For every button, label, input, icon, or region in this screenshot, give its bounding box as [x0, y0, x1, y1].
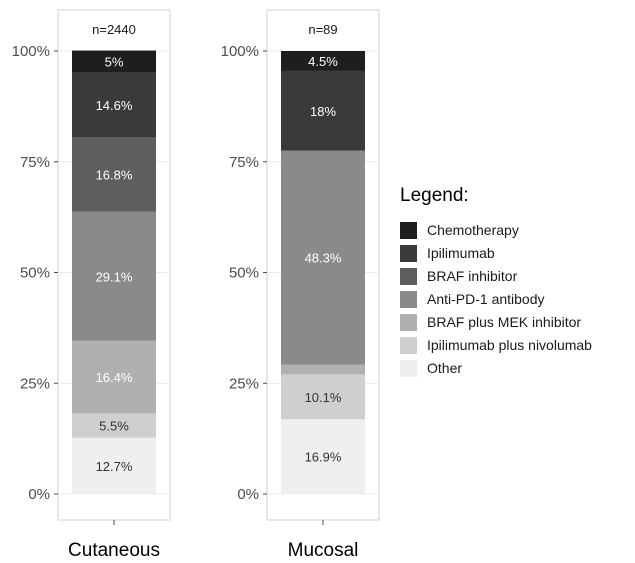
y-tick-label: 75%	[20, 154, 50, 171]
panel-n-label: n=89	[308, 22, 337, 37]
bar-segment-ipilimumab-plus-nivolumab	[72, 413, 156, 438]
y-tick-label: 50%	[229, 265, 259, 282]
data-label: 48.3%	[305, 251, 342, 266]
legend-label: Ipilimumab plus nivolumab	[427, 337, 592, 353]
data-label: 29.1%	[96, 269, 133, 284]
y-tick-label: 100%	[221, 43, 259, 60]
legend-swatch	[400, 222, 417, 239]
legend-swatch	[400, 268, 417, 285]
bar-segment-chemotherapy	[281, 51, 365, 71]
y-tick-label: 0%	[237, 486, 259, 503]
data-label: 16.8%	[96, 168, 133, 183]
data-label: 16.9%	[305, 450, 342, 465]
bar-segment-braf-plus-mek-inhibitor	[72, 340, 156, 414]
bar-segment-ipilimumab	[72, 72, 156, 138]
legend-label: Anti-PD-1 antibody	[427, 291, 545, 307]
data-label: 5%	[105, 55, 124, 70]
data-label: 12.7%	[96, 459, 133, 474]
bar-segment-other	[72, 437, 156, 494]
bar-segment-chemotherapy	[72, 50, 156, 73]
legend-label: BRAF plus MEK inhibitor	[427, 314, 581, 330]
panel-mucosal: n=89 16.9% 10.1% 48.3% 18% 4.5% Mucosal	[266, 9, 380, 561]
legend-label: BRAF inhibitor	[427, 268, 518, 284]
bar-segment-other	[281, 419, 365, 494]
bar-segment-braf-inhibitor	[72, 137, 156, 212]
legend-label: Other	[427, 360, 462, 376]
legend-item-ipilimumab-plus-nivolumab: Ipilimumab plus nivolumab	[400, 337, 592, 354]
bar-segment-ipilimumab-plus-nivolumab	[281, 374, 365, 420]
y-tick-label: 25%	[229, 375, 259, 392]
panel-cutaneous: n=2440 12.7% 5.5% 16.4% 29.1% 16.8% 14.6% 5% Cut…	[57, 9, 171, 561]
legend-title: Legend:	[400, 185, 469, 206]
data-label: 5.5%	[99, 419, 129, 434]
legend-item-braf-plus-mek-inhibitor: BRAF plus MEK inhibitor	[400, 314, 581, 331]
legend-swatch	[400, 291, 417, 308]
legend-swatch	[400, 245, 417, 262]
legend-item-ipilimumab: Ipilimumab	[400, 245, 495, 262]
y-tick-label: 25%	[20, 375, 50, 392]
legend-item-other: Other	[400, 360, 462, 377]
panel-n-label: n=2440	[92, 22, 136, 37]
legend: Legend: Chemotherapy Ipilimumab BRAF inhib…	[400, 185, 592, 377]
x-tick-label: Cutaneous	[68, 540, 160, 561]
x-tick-label: Mucosal	[288, 540, 359, 561]
legend-swatch	[400, 360, 417, 377]
legend-label: Chemotherapy	[427, 222, 519, 238]
legend-swatch	[400, 314, 417, 331]
legend-label: Ipilimumab	[427, 245, 495, 261]
data-label: 10.1%	[305, 390, 342, 405]
data-label: 18%	[310, 104, 336, 119]
data-label: 4.5%	[308, 54, 338, 69]
y-tick-label: 100%	[12, 43, 50, 60]
bar-segment-braf-plus-mek-inhibitor	[281, 364, 365, 375]
y-tick-label: 50%	[20, 265, 50, 282]
legend-item-anti-pd-1-antibody: Anti-PD-1 antibody	[400, 291, 545, 308]
y-tick-label: 75%	[229, 154, 259, 171]
chart-panels: n=2440 12.7% 5.5% 16.4% 29.1% 16.8% 14.6% 5% Cut…	[57, 9, 380, 561]
y-axis: 0% 25% 50% 75% 100% 0% 25% 50% 75% 100%	[12, 43, 267, 503]
legend-item-braf-inhibitor: BRAF inhibitor	[400, 268, 518, 285]
y-tick-label: 0%	[28, 486, 50, 503]
data-label: 16.4%	[96, 370, 133, 385]
bar-segment-anti-pd-1-antibody	[72, 211, 156, 341]
data-label: 14.6%	[96, 98, 133, 113]
bar-segment-ipilimumab	[281, 70, 365, 151]
legend-item-chemotherapy: Chemotherapy	[400, 222, 519, 239]
bar-segment-anti-pd-1-antibody	[281, 150, 365, 365]
legend-swatch	[400, 337, 417, 354]
